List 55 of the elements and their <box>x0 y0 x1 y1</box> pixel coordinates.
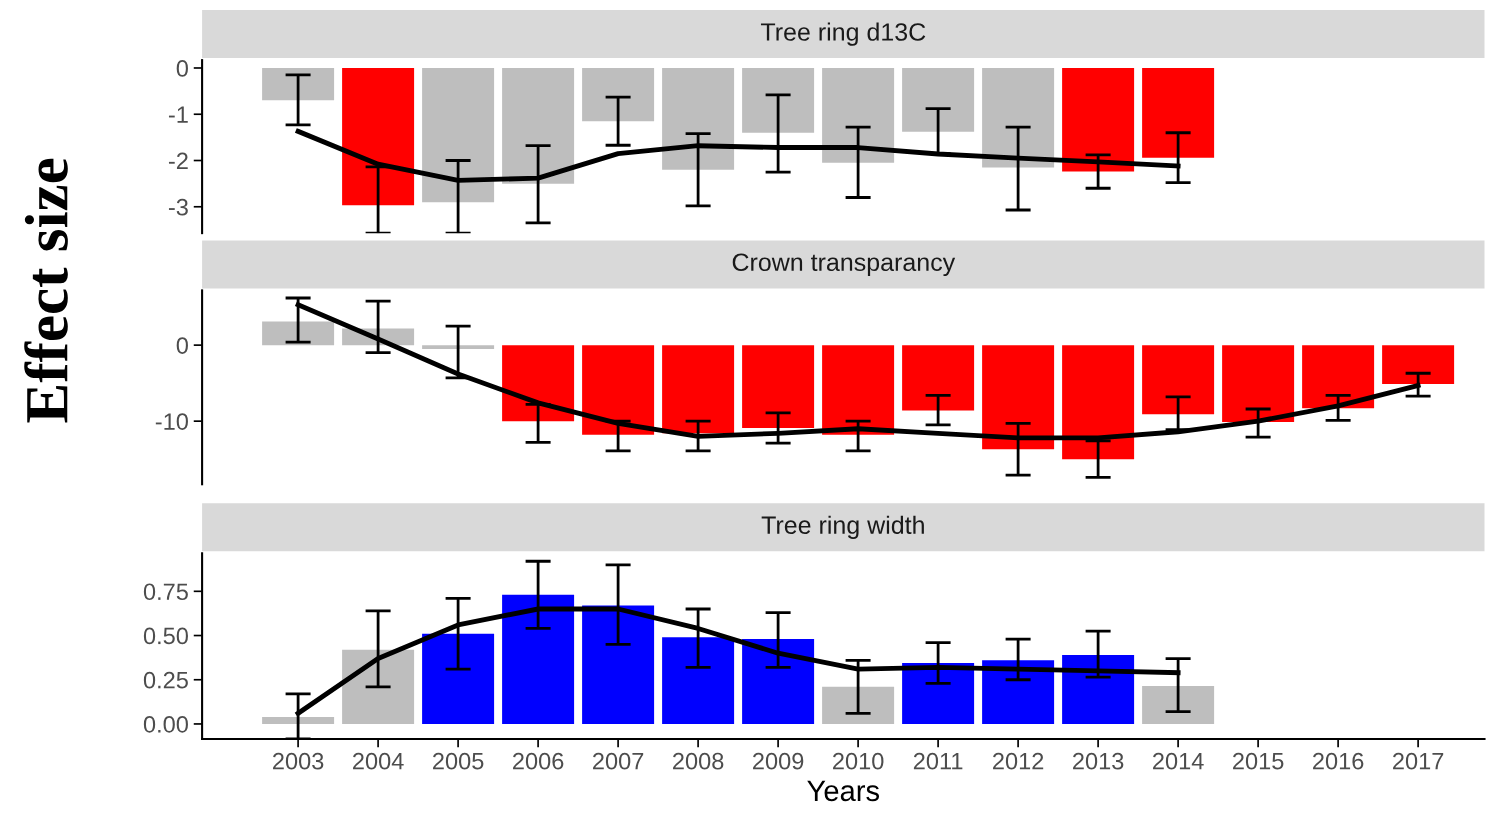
bar <box>1382 345 1455 384</box>
bar <box>822 686 895 724</box>
x-tick-label: 2008 <box>673 752 724 770</box>
y-tick-label: 0.50 <box>143 627 188 645</box>
bar <box>742 345 815 428</box>
bar <box>902 345 975 411</box>
x-tick-label: 2011 <box>913 752 963 770</box>
y-tick-label: 0.25 <box>143 671 188 689</box>
y-tick-label: -10 <box>155 413 188 430</box>
bar <box>662 345 735 434</box>
bar <box>982 660 1055 724</box>
x-tick-label: 2010 <box>833 752 884 770</box>
bar <box>582 605 655 724</box>
bar <box>662 637 735 724</box>
y-tick-label: 0.00 <box>143 716 188 733</box>
chart-title: Tree ring width <box>761 515 924 539</box>
x-tick-label: 2007 <box>593 752 644 770</box>
y-tick-label: 0 <box>176 337 188 354</box>
x-axis-title: Years <box>807 780 880 802</box>
bar <box>502 345 575 422</box>
bar <box>1062 345 1135 460</box>
bar <box>502 594 575 724</box>
y-tick-label: 0.75 <box>143 583 188 601</box>
x-tick-label: 2009 <box>753 752 804 770</box>
x-tick-label: 2012 <box>993 752 1044 770</box>
chart-title: Tree ring d13C <box>760 22 926 46</box>
bar <box>982 345 1055 450</box>
y-axis-title: Effect size <box>24 158 68 423</box>
bar <box>1302 345 1375 409</box>
x-tick-label: 2017 <box>1393 752 1444 770</box>
chart-title: Crown transparancy <box>732 253 956 277</box>
bar <box>422 633 495 724</box>
y-tick-label: -2 <box>168 152 188 170</box>
x-tick-label: 2014 <box>1153 752 1204 770</box>
bar <box>822 345 895 435</box>
y-tick-label: -3 <box>168 198 188 216</box>
y-tick-label: 0 <box>176 60 188 77</box>
bar <box>742 639 815 724</box>
x-tick-label: 2005 <box>433 752 484 770</box>
bar <box>342 649 415 724</box>
x-tick-label: 2006 <box>513 752 564 770</box>
x-tick-label: 2004 <box>353 752 404 770</box>
bar <box>262 321 335 346</box>
x-tick-label: 2016 <box>1313 752 1364 770</box>
y-tick-label: -1 <box>168 106 188 123</box>
x-tick-label: 2003 <box>273 752 324 770</box>
bar <box>1062 654 1135 724</box>
x-tick-label: 2013 <box>1073 752 1124 770</box>
bar <box>1142 685 1215 724</box>
bar <box>1142 345 1215 415</box>
bar <box>1222 345 1295 422</box>
x-tick-label: 2015 <box>1233 752 1284 770</box>
bar <box>422 345 495 349</box>
bar <box>262 716 335 724</box>
bar <box>582 345 655 435</box>
